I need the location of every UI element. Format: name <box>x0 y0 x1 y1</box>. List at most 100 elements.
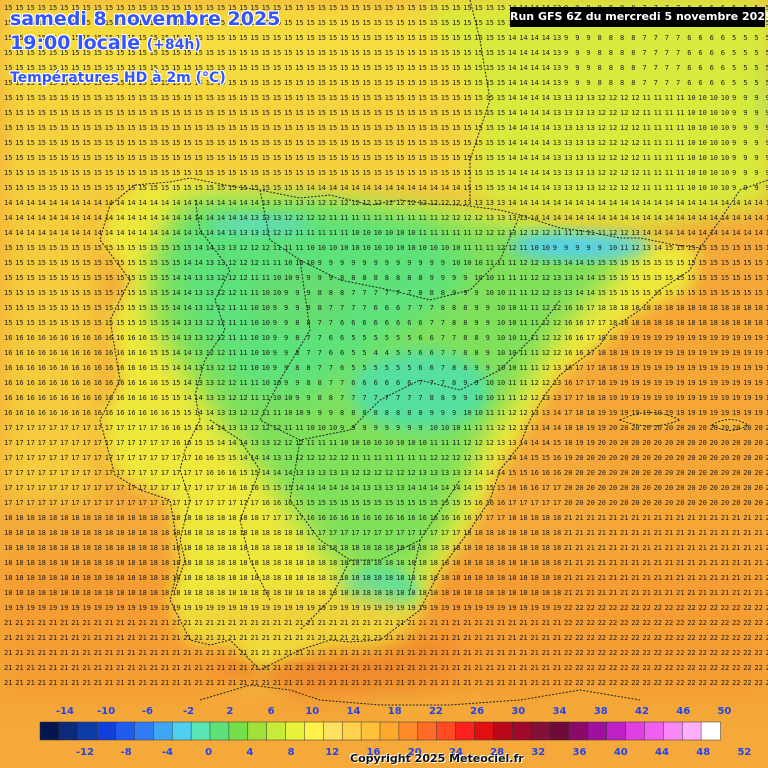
grid-value: 10 <box>710 154 718 162</box>
grid-value: 7 <box>452 349 456 357</box>
grid-value: 21 <box>698 559 706 567</box>
grid-value: 18 <box>172 574 180 582</box>
grid-value: 20 <box>598 469 606 477</box>
grid-value: 20 <box>766 439 768 447</box>
grid-value: 22 <box>665 619 673 627</box>
grid-value: 6 <box>698 34 702 42</box>
grid-value: 5 <box>766 64 768 72</box>
grid-value: 21 <box>698 574 706 582</box>
grid-value: 22 <box>642 619 650 627</box>
grid-value: 11 <box>250 289 258 297</box>
grid-value: 18 <box>49 559 57 567</box>
grid-value: 9 <box>754 94 758 102</box>
grid-value: 12 <box>530 274 538 282</box>
grid-value: 17 <box>262 514 270 522</box>
legend-tick-label: 44 <box>655 747 669 758</box>
grid-value: 15 <box>194 34 202 42</box>
grid-value: 14 <box>497 469 505 477</box>
grid-value: 15 <box>49 19 57 27</box>
grid-value: 15 <box>15 34 23 42</box>
grid-value: 18 <box>486 559 494 567</box>
grid-value: 15 <box>250 34 258 42</box>
grid-value: 16 <box>273 499 281 507</box>
grid-value: 22 <box>676 619 684 627</box>
grid-value: 15 <box>116 259 124 267</box>
grid-value: 16 <box>564 304 572 312</box>
grid-value: 19 <box>665 409 673 417</box>
grid-value: 14 <box>183 379 191 387</box>
grid-value: 20 <box>609 454 617 462</box>
grid-value: 15 <box>306 79 314 87</box>
grid-value: 19 <box>710 334 718 342</box>
grid-value: 12 <box>206 319 214 327</box>
legend-tick-label: 50 <box>717 706 731 717</box>
grid-value: 18 <box>262 574 270 582</box>
grid-value: 15 <box>351 109 359 117</box>
grid-value: 21 <box>754 514 762 522</box>
grid-value: 10 <box>721 184 729 192</box>
grid-value: 20 <box>642 484 650 492</box>
grid-value: 15 <box>94 169 102 177</box>
grid-value: 21 <box>362 619 370 627</box>
grid-value: 15 <box>362 139 370 147</box>
grid-value: 11 <box>306 439 314 447</box>
grid-value: 13 <box>519 424 527 432</box>
legend-tick-label: 10 <box>305 706 319 717</box>
grid-value: 15 <box>418 154 426 162</box>
grid-value: 13 <box>519 214 527 222</box>
grid-value: 9 <box>732 139 736 147</box>
grid-value: 16 <box>26 394 34 402</box>
grid-value: 10 <box>250 349 258 357</box>
grid-value: 10 <box>486 394 494 402</box>
grid-value: 9 <box>564 64 568 72</box>
grid-value: 16 <box>127 394 135 402</box>
grid-value: 15 <box>351 19 359 27</box>
grid-value: 15 <box>284 169 292 177</box>
grid-value: 18 <box>105 589 113 597</box>
grid-value: 16 <box>284 499 292 507</box>
grid-value: 13 <box>508 229 516 237</box>
grid-value: 17 <box>206 484 214 492</box>
grid-value: 18 <box>474 529 482 537</box>
legend-swatch <box>398 721 419 741</box>
grid-value: 21 <box>642 514 650 522</box>
grid-value: 15 <box>183 49 191 57</box>
grid-value: 13 <box>250 229 258 237</box>
grid-value: 15 <box>60 289 68 297</box>
grid-value: 13 <box>217 259 225 267</box>
grid-value: 18 <box>183 589 191 597</box>
grid-value: 18 <box>654 319 662 327</box>
grid-value: 15 <box>463 139 471 147</box>
grid-value: 4 <box>385 349 389 357</box>
grid-value: 15 <box>396 94 404 102</box>
grid-value: 14 <box>306 484 314 492</box>
grid-value: 19 <box>586 424 594 432</box>
grid-value: 7 <box>654 79 658 87</box>
grid-value: 5 <box>362 334 366 342</box>
grid-value: 18 <box>138 574 146 582</box>
grid-value: 22 <box>631 649 639 657</box>
grid-value: 18 <box>362 559 370 567</box>
grid-value: 15 <box>194 49 202 57</box>
grid-value: 12 <box>407 469 415 477</box>
grid-value: 17 <box>194 499 202 507</box>
grid-value: 20 <box>665 439 673 447</box>
grid-value: 21 <box>497 634 505 642</box>
grid-value: 20 <box>754 424 762 432</box>
grid-value: 21 <box>553 679 561 687</box>
grid-value: 5 <box>754 64 758 72</box>
grid-value: 21 <box>766 574 768 582</box>
grid-value: 15 <box>161 394 169 402</box>
grid-value: 21 <box>687 544 695 552</box>
grid-value: 20 <box>665 499 673 507</box>
grid-value: 21 <box>620 589 628 597</box>
grid-value: 22 <box>743 634 751 642</box>
grid-value: 17 <box>38 499 46 507</box>
grid-value: 15 <box>474 19 482 27</box>
grid-value: 12 <box>318 454 326 462</box>
grid-value: 17 <box>150 454 158 462</box>
grid-value: 12 <box>396 469 404 477</box>
grid-value: 15 <box>474 64 482 72</box>
grid-value: 22 <box>698 679 706 687</box>
